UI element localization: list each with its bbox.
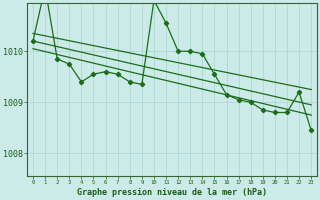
X-axis label: Graphe pression niveau de la mer (hPa): Graphe pression niveau de la mer (hPa) — [77, 188, 267, 197]
